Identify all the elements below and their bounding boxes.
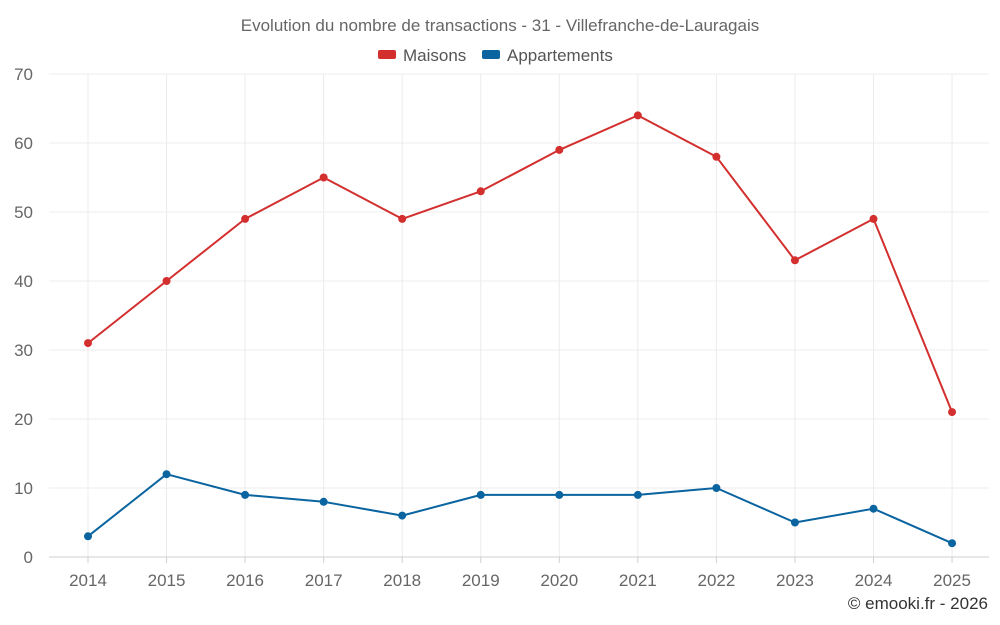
x-tick-label-2018: 2018	[383, 571, 421, 590]
data-point-appartements-2015[interactable]	[162, 470, 171, 479]
y-tick-label-0: 0	[24, 548, 33, 567]
y-tick-label-10: 10	[14, 479, 33, 498]
x-tick-label-2023: 2023	[776, 571, 814, 590]
data-point-appartements-2016[interactable]	[241, 490, 250, 499]
data-point-maisons-2014[interactable]	[84, 339, 92, 348]
data-point-maisons-2017[interactable]	[319, 173, 328, 182]
legend: Maisons Appartements	[378, 46, 613, 65]
grid	[49, 73, 989, 557]
data-point-appartements-2023[interactable]	[790, 518, 799, 527]
axes: 0 10 20 30 40 50 60 70 2014 2015 2016 2017 2018 2019 2…	[14, 65, 989, 590]
data-point-appartements-2014[interactable]	[84, 532, 92, 541]
y-tick-label-50: 50	[14, 203, 33, 222]
legend-item-appartements[interactable]: Appartements	[482, 46, 613, 65]
y-tick-label-70: 70	[14, 65, 33, 84]
y-tick-label-30: 30	[14, 341, 33, 360]
x-tick-label-2025: 2025	[933, 571, 971, 590]
x-tick-label-2019: 2019	[462, 571, 500, 590]
y-tick-label-40: 40	[14, 272, 33, 291]
legend-swatch-maisons	[378, 50, 396, 59]
x-tick-label-2015: 2015	[148, 571, 186, 590]
data-point-appartements-2019[interactable]	[476, 490, 485, 499]
x-tick-label-2024: 2024	[855, 571, 893, 590]
data-point-maisons-2016[interactable]	[241, 214, 250, 223]
data-point-appartements-2021[interactable]	[633, 490, 642, 499]
legend-swatch-appartements	[482, 50, 500, 59]
data-point-maisons-2021[interactable]	[633, 111, 642, 120]
data-point-maisons-2019[interactable]	[476, 187, 485, 196]
data-point-maisons-2015[interactable]	[162, 277, 171, 285]
x-tick-label-2017: 2017	[305, 571, 343, 590]
legend-item-maisons[interactable]: Maisons	[378, 46, 466, 65]
x-tick-label-2022: 2022	[697, 571, 735, 590]
data-point-appartements-2017[interactable]	[319, 497, 328, 506]
legend-label-maisons: Maisons	[403, 46, 466, 65]
data-point-appartements-2022[interactable]	[712, 484, 721, 492]
chart-title: Evolution du nombre de transactions - 31…	[241, 16, 759, 35]
data-point-maisons-2025[interactable]	[948, 408, 957, 417]
series-line-maisons	[87, 114, 953, 413]
x-tick-label-2020: 2020	[540, 571, 578, 590]
data-point-appartements-2025[interactable]	[948, 539, 957, 548]
series	[84, 111, 957, 548]
data-point-maisons-2020[interactable]	[555, 145, 564, 154]
x-tick-label-2016: 2016	[226, 571, 264, 590]
y-tick-label-60: 60	[14, 134, 33, 153]
series-line-appartements	[87, 473, 953, 545]
data-point-appartements-2020[interactable]	[555, 490, 564, 499]
data-point-maisons-2018[interactable]	[398, 214, 407, 223]
x-tick-label-2014: 2014	[69, 571, 107, 590]
credit-text: © emooki.fr - 2026	[848, 594, 988, 613]
data-point-appartements-2018[interactable]	[398, 511, 407, 520]
legend-label-appartements: Appartements	[507, 46, 613, 65]
x-tick-label-2021: 2021	[619, 571, 657, 590]
data-point-maisons-2022[interactable]	[712, 152, 721, 161]
data-point-maisons-2024[interactable]	[869, 214, 878, 223]
data-point-appartements-2024[interactable]	[869, 504, 878, 513]
y-tick-label-20: 20	[14, 410, 33, 429]
data-point-maisons-2023[interactable]	[790, 256, 799, 265]
